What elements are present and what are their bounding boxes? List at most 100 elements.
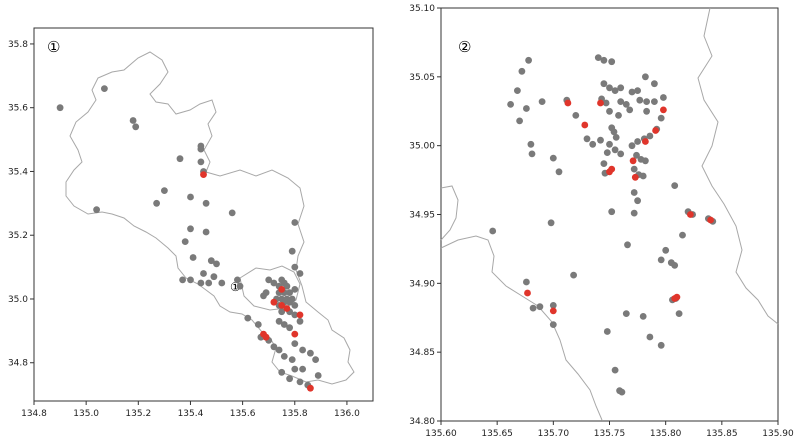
gray-point	[296, 378, 304, 386]
panel-1-frame	[33, 27, 374, 402]
gray-point	[675, 310, 683, 317]
y-tick-label: 35.00	[409, 142, 435, 152]
gray-point	[608, 208, 616, 216]
gray-point	[660, 94, 667, 101]
gray-point	[618, 388, 626, 396]
x-tick-label: 135.2	[125, 409, 151, 419]
gray-point	[547, 219, 555, 227]
red-point	[581, 121, 589, 129]
gray-point	[516, 117, 523, 125]
gray-point	[622, 101, 630, 108]
points-layer	[56, 85, 322, 392]
gray-point	[205, 279, 213, 287]
gray-point	[525, 56, 532, 64]
gray-point	[536, 303, 544, 311]
gray-point	[197, 279, 205, 287]
gray-point	[288, 247, 296, 255]
y-axis: 34.80 34.85 34.90 34.95 35.00 35.05 35.10	[409, 4, 441, 427]
y-tick-label: 35.05	[409, 73, 435, 83]
red-point	[687, 211, 694, 218]
gray-point	[572, 112, 580, 119]
gray-point	[610, 128, 618, 136]
gray-point	[56, 104, 64, 112]
y-tick-label: 35.4	[8, 167, 28, 177]
gray-point	[611, 87, 619, 94]
inset-marker-label: ①	[230, 280, 241, 294]
gray-point	[189, 254, 197, 261]
x-tick-label: 136.0	[334, 409, 360, 419]
gray-point	[299, 365, 306, 373]
gray-point	[617, 150, 625, 158]
gray-point	[549, 302, 557, 309]
gray-point	[202, 228, 210, 236]
red-point	[671, 295, 679, 302]
gray-point	[628, 88, 636, 96]
boundary-line-west	[440, 185, 603, 421]
gray-point	[286, 298, 293, 306]
gray-point	[651, 80, 658, 88]
gray-point	[523, 105, 530, 112]
gray-point	[153, 199, 161, 207]
red-point	[270, 298, 278, 306]
gray-point	[529, 304, 537, 312]
gray-point	[634, 138, 641, 145]
gray-point	[291, 311, 299, 319]
gray-point	[646, 132, 654, 140]
panel-2-frame	[440, 7, 779, 422]
inset-area-outline	[239, 265, 301, 311]
gray-point	[236, 282, 244, 290]
gray-point	[671, 262, 679, 269]
gray-point	[657, 256, 665, 264]
panel-label: ①	[47, 38, 60, 56]
gray-point	[642, 73, 649, 81]
gray-point	[617, 98, 625, 105]
gray-point	[291, 263, 299, 271]
gray-point	[603, 328, 611, 335]
gray-point	[507, 101, 514, 108]
gray-point	[630, 165, 638, 173]
gray-point	[570, 271, 577, 279]
red-point	[707, 216, 714, 224]
gray-point	[642, 157, 649, 165]
gray-point	[161, 187, 168, 195]
gray-point	[299, 346, 306, 354]
gray-point	[207, 257, 215, 265]
gray-point	[179, 276, 187, 284]
gray-point	[611, 146, 619, 154]
x-tick-label: 134.8	[21, 409, 47, 419]
red-point	[652, 127, 659, 134]
gray-point	[197, 158, 205, 166]
gray-point	[602, 99, 610, 107]
gray-point	[633, 151, 640, 159]
gray-point	[181, 238, 189, 246]
gray-point	[630, 189, 638, 196]
gray-point	[597, 136, 604, 144]
x-tick-label: 135.60	[425, 429, 457, 439]
gray-point	[291, 219, 299, 226]
red-point	[564, 99, 572, 107]
gray-point	[514, 87, 521, 94]
gray-point	[280, 321, 288, 328]
red-point	[631, 173, 639, 181]
gray-point	[583, 135, 591, 143]
gray-point	[636, 96, 644, 104]
red-point	[549, 307, 557, 315]
y-tick-label: 34.85	[409, 348, 435, 358]
gray-point	[600, 160, 608, 168]
red-point	[296, 311, 304, 319]
gray-point	[291, 286, 299, 293]
x-tick-label: 135.90	[762, 429, 794, 439]
red-point	[283, 305, 291, 312]
gray-point	[606, 84, 613, 92]
gray-point	[280, 353, 288, 360]
gray-point	[132, 123, 140, 131]
gray-point	[286, 375, 293, 383]
gray-point	[600, 56, 608, 64]
gray-point	[200, 270, 207, 277]
gray-point	[643, 107, 650, 115]
gray-point	[187, 225, 194, 233]
gray-point	[615, 112, 622, 119]
gray-point	[657, 341, 665, 349]
red-point	[608, 165, 616, 173]
y-tick-label: 34.90	[409, 279, 435, 289]
